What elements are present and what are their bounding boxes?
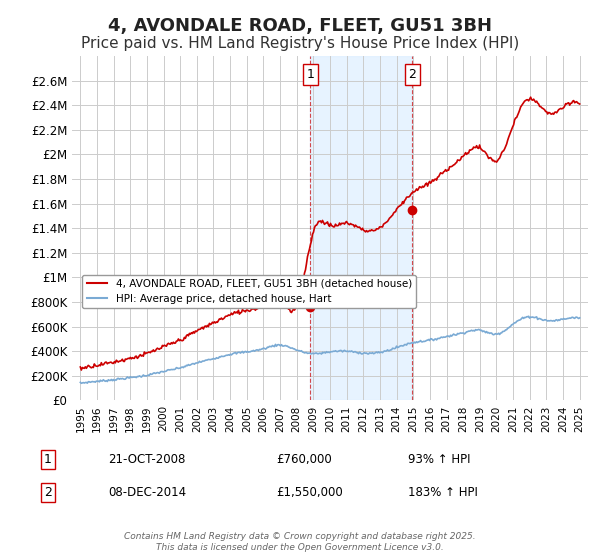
Text: 2: 2: [44, 486, 52, 500]
Text: 21-OCT-2008: 21-OCT-2008: [108, 452, 185, 466]
Text: £1,550,000: £1,550,000: [276, 486, 343, 500]
Text: 1: 1: [306, 68, 314, 81]
Text: 1: 1: [44, 452, 52, 466]
Text: Price paid vs. HM Land Registry's House Price Index (HPI): Price paid vs. HM Land Registry's House …: [81, 36, 519, 52]
Bar: [310, 56, 412, 400]
Text: 93% ↑ HPI: 93% ↑ HPI: [408, 452, 470, 466]
Legend: 4, AVONDALE ROAD, FLEET, GU51 3BH (detached house), HPI: Average price, detached: 4, AVONDALE ROAD, FLEET, GU51 3BH (detac…: [82, 275, 416, 308]
Text: 2: 2: [408, 68, 416, 81]
Text: 4, AVONDALE ROAD, FLEET, GU51 3BH: 4, AVONDALE ROAD, FLEET, GU51 3BH: [108, 17, 492, 35]
Text: £760,000: £760,000: [276, 452, 332, 466]
Text: 08-DEC-2014: 08-DEC-2014: [108, 486, 186, 500]
Text: 183% ↑ HPI: 183% ↑ HPI: [408, 486, 478, 500]
Text: Contains HM Land Registry data © Crown copyright and database right 2025.
This d: Contains HM Land Registry data © Crown c…: [124, 532, 476, 552]
